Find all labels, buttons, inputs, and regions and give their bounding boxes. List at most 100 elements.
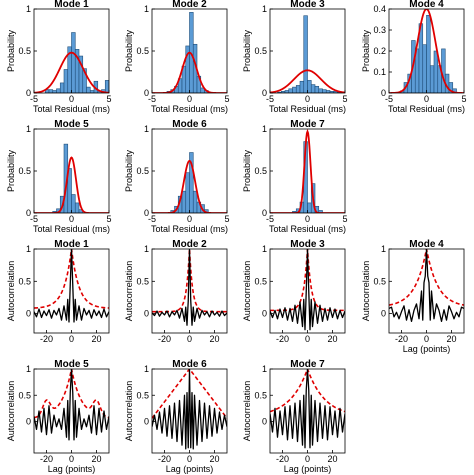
y-tick-label: 0.3 — [373, 25, 386, 35]
y-tick-label: 0.5 — [18, 276, 31, 286]
x-tick-label: 0 — [69, 94, 74, 104]
histogram-bar — [299, 80, 305, 93]
y-tick-label: 1 — [26, 4, 31, 14]
panel-11: Mode 4 -20 0 20 0 0.5 1 Lag (points) Autocorrela… — [361, 239, 465, 354]
y-tick-label: 1 — [144, 4, 149, 14]
histogram-bar — [318, 88, 323, 93]
y-axis-label: Autocorrelation — [242, 381, 252, 442]
panel-title: Mode 4 — [409, 239, 444, 250]
panel-title: Mode 4 — [409, 0, 444, 10]
y-tick-label: 1 — [262, 124, 267, 134]
y-tick-label: 0.1 — [373, 67, 386, 77]
x-tick-label: 5 — [342, 214, 347, 224]
x-axis-label: Total Residual (ms) — [33, 104, 110, 114]
x-tick-label: -5 — [266, 214, 274, 224]
x-tick-label: -20 — [395, 334, 408, 344]
histogram-bar — [433, 50, 439, 93]
y-tick-label: 0 — [262, 417, 267, 427]
histogram-bar — [422, 44, 427, 93]
panel-title: Mode 6 — [172, 119, 207, 130]
plot-area — [34, 143, 109, 213]
x-tick-label: 20 — [209, 454, 219, 464]
y-tick-label: 0 — [262, 208, 267, 218]
x-axis-label: Total Residual (ms) — [151, 104, 228, 114]
acf-envelope-line — [270, 369, 345, 413]
plot-area — [389, 249, 464, 323]
y-axis-label: Probability — [242, 29, 252, 72]
x-tick-label: 5 — [224, 94, 229, 104]
histogram-bar — [63, 69, 69, 93]
histogram-bar — [310, 84, 316, 93]
histogram-bar — [48, 89, 54, 93]
plot-area — [270, 249, 345, 331]
axes-box — [33, 368, 110, 454]
y-axis-label: Autocorrelation — [6, 261, 16, 322]
x-tick-label: -5 — [148, 94, 156, 104]
y-tick-label: 0 — [262, 88, 267, 98]
x-tick-label: 20 — [327, 454, 337, 464]
plot-area — [270, 129, 345, 213]
panel-9: Mode 2 -20 0 20 0 0.5 1 Autocorrelation — [124, 239, 228, 344]
histogram-bar — [192, 190, 198, 213]
x-tick-label: -5 — [385, 94, 393, 104]
y-tick-label: 0 — [26, 208, 31, 218]
y-axis-label: Autocorrelation — [242, 261, 252, 322]
x-tick-label: 5 — [106, 94, 111, 104]
y-tick-label: 1 — [262, 4, 267, 14]
x-tick-label: 5 — [106, 214, 111, 224]
gaussian-fit-line — [152, 159, 227, 213]
y-tick-label: 1 — [144, 124, 149, 134]
plot-area — [152, 369, 227, 450]
y-tick-label: 1 — [144, 364, 149, 374]
panel-title: Mode 1 — [54, 239, 89, 250]
histogram-bar — [71, 32, 76, 93]
acf-envelope-line — [34, 249, 109, 309]
plot-area — [34, 249, 109, 323]
histogram-bar — [295, 85, 301, 93]
x-axis-label: Lag (points) — [48, 464, 96, 474]
y-tick-label: 0.5 — [18, 46, 31, 56]
panel-title: Mode 2 — [172, 0, 207, 10]
y-tick-label: 0.5 — [254, 276, 267, 286]
panel-title: Mode 3 — [290, 239, 325, 250]
panel-10: Mode 3 -20 0 20 0 0.5 1 Autocorrelation — [242, 239, 346, 344]
y-tick-label: 0.5 — [136, 276, 149, 286]
panel-title: Mode 1 — [54, 0, 89, 10]
x-tick-label: 20 — [446, 334, 456, 344]
acf-line — [389, 249, 464, 323]
x-tick-label: 0 — [305, 94, 310, 104]
y-tick-label: 0 — [381, 309, 386, 319]
plot-area — [270, 15, 345, 93]
y-tick-label: 1 — [262, 364, 267, 374]
histogram-bar — [56, 88, 61, 93]
x-tick-label: 20 — [91, 454, 101, 464]
histogram-bar — [104, 80, 109, 93]
acf-line — [270, 369, 345, 449]
y-tick-label: 0.5 — [136, 390, 149, 400]
y-tick-label: 0 — [144, 417, 149, 427]
x-axis-label: Lag (points) — [166, 464, 214, 474]
x-tick-label: 0 — [187, 94, 192, 104]
histogram-bar — [86, 86, 91, 93]
x-tick-label: -20 — [276, 454, 289, 464]
acf-line — [152, 249, 227, 326]
panel-title: Mode 5 — [54, 359, 89, 370]
y-tick-label: 0.5 — [254, 390, 267, 400]
x-tick-label: 0 — [187, 214, 192, 224]
histogram-bar — [181, 190, 187, 213]
acf-envelope-line — [34, 369, 109, 419]
histogram-bar — [292, 86, 297, 93]
x-tick-label: 0 — [69, 454, 74, 464]
x-tick-label: 20 — [209, 334, 219, 344]
panel-title: Mode 7 — [290, 359, 325, 370]
panel-13: Mode 6 -20 0 20 0 0.5 1 Lag (points) Autocorrela… — [124, 359, 228, 474]
panel-title: Mode 5 — [54, 119, 89, 130]
y-tick-label: 0.5 — [254, 46, 267, 56]
x-tick-label: 0 — [424, 334, 429, 344]
panel-8: Mode 1 -20 0 20 0 0.5 1 Autocorrelation — [6, 239, 110, 344]
